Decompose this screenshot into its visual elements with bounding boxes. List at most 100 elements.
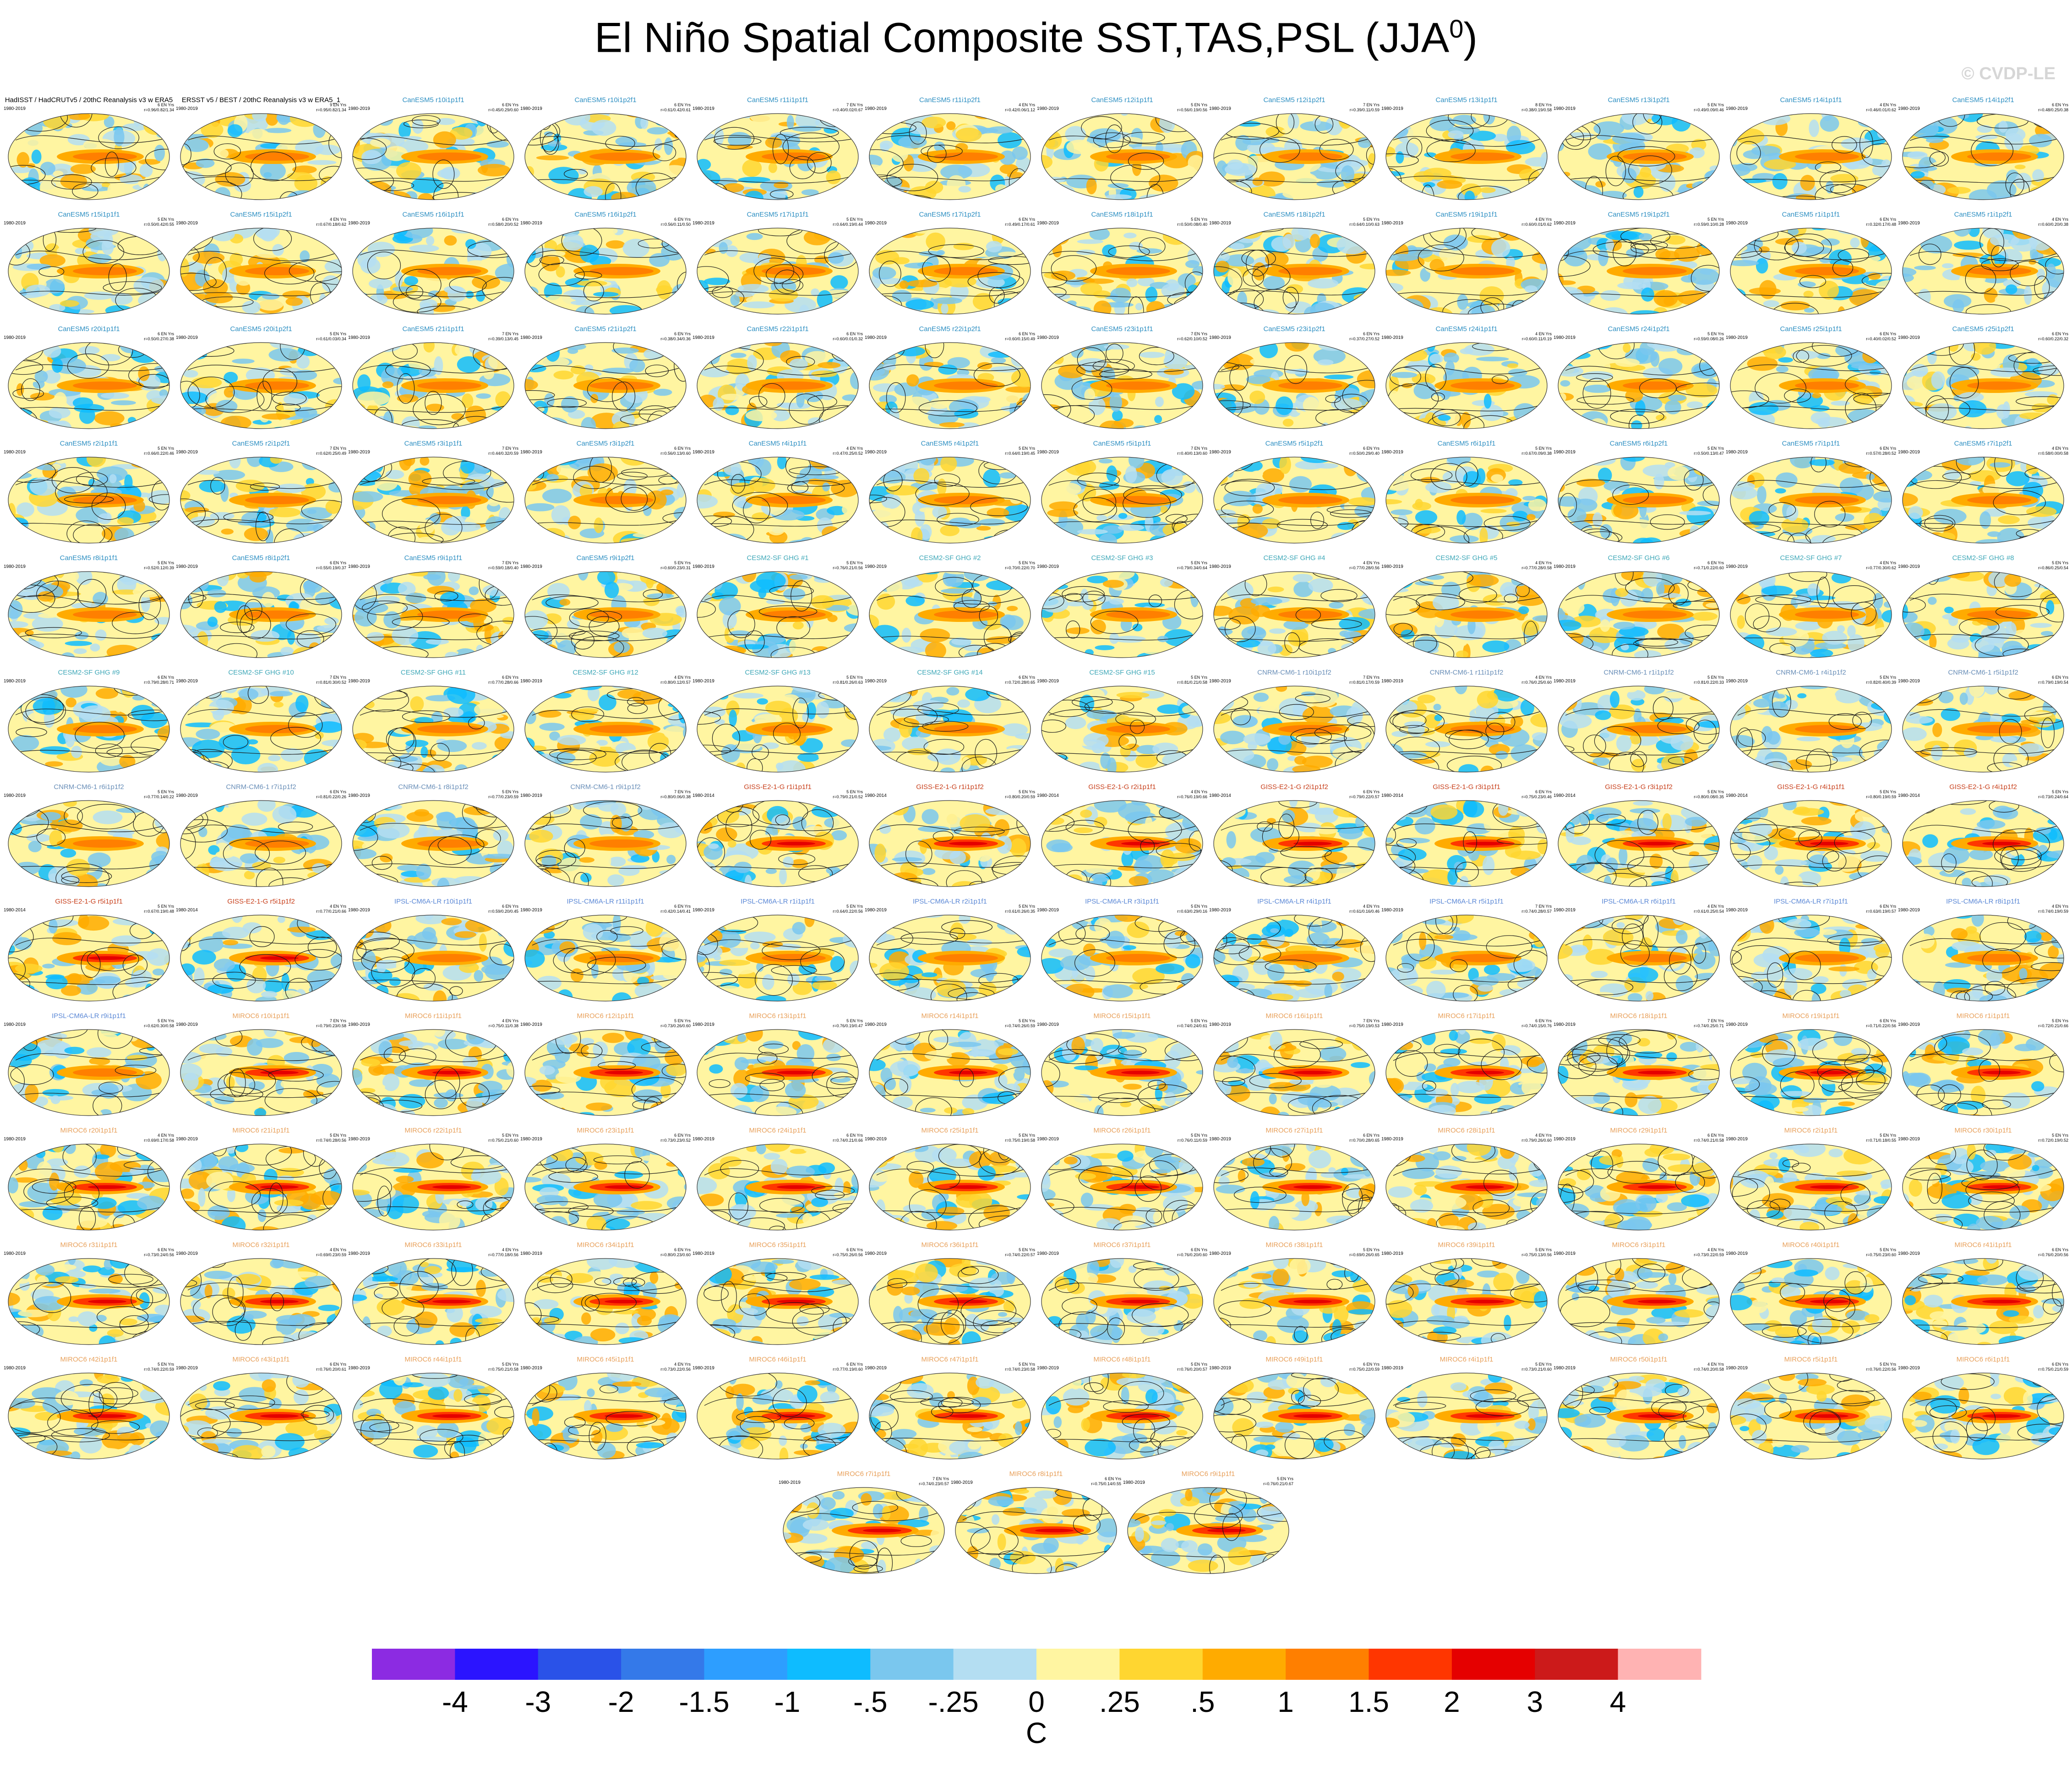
panel-stats: 6 EN Yrs r=0.70/0.28/0.65 xyxy=(1349,1133,1380,1143)
global-map xyxy=(1730,571,1892,658)
panel-period: 1980-2019 xyxy=(1726,1137,1748,1142)
map-panel: IPSL-CM6A-LR r9i1p1f1 1980-2019 5 EN Yrs r… xyxy=(3,1012,175,1127)
global-map xyxy=(1558,1258,1720,1345)
map-panel: MIROC6 r4i1p1f1 1980-2019 5 EN Yrs r=0.73/… xyxy=(1380,1356,1553,1470)
panel-title: CanESM5 r24i1p1f1 xyxy=(1435,325,1498,333)
panel-stats: 6 EN Yrs r=0.37/0.27/0.52 xyxy=(1349,332,1380,341)
panel-title: CNRM-CM6-1 r7i1p1f2 xyxy=(226,783,296,791)
panel-period: 1980-2019 xyxy=(1381,1251,1403,1256)
panel-stats: 4 EN Yrs r=0.46/0.01/0.62 xyxy=(1866,103,1896,112)
map-panel: MIROC6 r35i1p1f1 1980-2019 6 EN Yrs r=0.75… xyxy=(692,1241,864,1356)
panel-title: GISS-E2-1-G r4i1p1f2 xyxy=(1949,783,2017,791)
panel-stats: 5 EN Yrs r=0.63/0.29/0.16 xyxy=(1177,904,1207,914)
colorbar-tick-label: 3 xyxy=(1527,1685,1543,1718)
map-panel: MIROC6 r42i1p1f1 1980-2019 5 EN Yrs r=0.74… xyxy=(3,1356,175,1470)
panel-title: CanESM5 r21i1p2f1 xyxy=(574,325,637,333)
global-map xyxy=(1041,1258,1203,1345)
panel-title: CESM2-SF GHG #2 xyxy=(919,554,981,562)
panel-period: 1980-2019 xyxy=(1381,450,1403,455)
panel-period: 1980-2019 xyxy=(1209,335,1231,340)
panel-stats: 4 EN Yrs r=0.61/0.25/0.54 xyxy=(1694,904,1724,914)
global-map xyxy=(1730,457,1892,544)
panel-period: 1980-2019 xyxy=(1726,1022,1748,1027)
global-map xyxy=(8,1144,170,1231)
global-map xyxy=(783,1487,945,1574)
panel-title: IPSL-CM6A-LR r10i1p1f1 xyxy=(394,898,473,905)
map-panel: MIROC6 r41i1p1f1 1980-2019 6 EN Yrs r=0.76… xyxy=(1897,1241,2069,1356)
panel-title: CanESM5 r5i1p2f1 xyxy=(1265,440,1324,447)
panel-period: 1980-2019 xyxy=(1554,679,1576,684)
map-panel: CESM2-SF GHG #13 1980-2019 5 EN Yrs r=0.81… xyxy=(692,669,864,783)
panel-title: MIROC6 r32i1p1f1 xyxy=(232,1241,290,1249)
panel-title: ERSST v5 / BEST / 20thC Reanalysis v3 w … xyxy=(181,96,341,104)
global-map xyxy=(1127,1487,1289,1574)
panel-period: 1980-2019 xyxy=(348,1137,370,1142)
panel-stats: 6 EN Yrs r=0.76/0.20/0.60 xyxy=(1177,1247,1207,1257)
panel-period: 1980-2019 xyxy=(1381,908,1403,913)
panel-title: MIROC6 r11i1p1f1 xyxy=(405,1012,462,1020)
panel-stats: 6 EN Yrs r=0.74/0.21/0.66 xyxy=(833,1133,863,1143)
panel-period: 1980-2014 xyxy=(692,793,714,798)
global-map xyxy=(8,686,170,773)
panel-title: CanESM5 r13i1p2f1 xyxy=(1608,96,1670,104)
global-map xyxy=(1730,228,1892,315)
panel-period: 1980-2019 xyxy=(1037,221,1059,226)
panel-period: 1980-2019 xyxy=(520,106,542,111)
map-panel: CNRM-CM6-1 r10i1p1f2 1980-2019 7 EN Yrs r=… xyxy=(1208,669,1380,783)
panel-title: CanESM5 r9i1p1f1 xyxy=(404,554,463,562)
global-map xyxy=(180,915,342,1002)
panel-period: 1980-2019 xyxy=(1554,908,1576,913)
map-panel: GISS-E2-1-G r5i1p1f1 1980-2014 5 EN Yrs r=… xyxy=(3,898,175,1012)
panel-title: CanESM5 r3i1p2f1 xyxy=(576,440,635,447)
panel-period: 1980-2019 xyxy=(1898,335,1920,340)
global-map xyxy=(869,800,1031,887)
panel-title: CanESM5 r14i1p1f1 xyxy=(1780,96,1842,104)
panel-period: 1980-2019 xyxy=(348,908,370,913)
panel-period: 1980-2019 xyxy=(692,908,714,913)
panel-title: CanESM5 r11i1p1f1 xyxy=(747,96,808,104)
panel-title: GISS-E2-1-G r5i1p1f2 xyxy=(227,898,295,905)
panel-title: CESM2-SF GHG #11 xyxy=(400,669,466,676)
panel-stats: 7 EN Yrs r=0.39/0.11/0.59 xyxy=(1349,103,1380,112)
panel-period: 1980-2019 xyxy=(1898,908,1920,913)
colorbar-swatch xyxy=(1036,1649,1120,1680)
panel-period: 1980-2014 xyxy=(1554,793,1576,798)
panel-period: 1980-2019 xyxy=(1037,106,1059,111)
map-panel: MIROC6 r13i1p1f1 1980-2019 5 EN Yrs r=0.76… xyxy=(692,1012,864,1127)
map-panel: ERSST v5 / BEST / 20thC Reanalysis v3 w … xyxy=(175,96,347,211)
panel-title: CanESM5 r23i1p1f1 xyxy=(1091,325,1153,333)
global-map xyxy=(524,228,687,315)
map-panel: CNRM-CM6-1 r4i1p1f2 1980-2019 5 EN Yrs r=0… xyxy=(1725,669,1897,783)
map-panel: MIROC6 r17i1p1f1 1980-2019 6 EN Yrs r=0.74… xyxy=(1380,1012,1553,1127)
panel-stats: 7 EN Yrs r=0.81/0.30/0.52 xyxy=(316,675,346,685)
global-map xyxy=(1558,800,1720,887)
panel-title: CESM2-SF GHG #15 xyxy=(1089,669,1155,676)
map-panel: CanESM5 r11i1p1f1 1980-2019 7 EN Yrs r=0.4… xyxy=(692,96,864,211)
panel-period: 1980-2019 xyxy=(1898,1251,1920,1256)
global-map xyxy=(1041,457,1203,544)
panel-stats: 5 EN Yrs r=0.74/0.26/0.59 xyxy=(1005,1019,1035,1028)
panel-title: GISS-E2-1-G r2i1p1f1 xyxy=(1088,783,1156,791)
global-map xyxy=(1902,1258,2064,1345)
panel-period: 1980-2019 xyxy=(1209,908,1231,913)
map-panel: CanESM5 r2i1p2f1 1980-2019 7 EN Yrs r=0.62… xyxy=(175,440,347,554)
panel-period: 1980-2019 xyxy=(348,106,370,111)
panel-stats: 5 EN Yrs r=0.66/0.22/0.46 xyxy=(144,446,174,456)
panel-stats: 5 EN Yrs r=0.73/0.26/0.60 xyxy=(660,1019,691,1028)
panel-stats: 6 EN Yrs r=0.79/0.22/0.57 xyxy=(1349,790,1380,799)
panel-stats: 7 EN Yrs r=0.74/0.25/0.71 xyxy=(1694,1019,1724,1028)
panel-title: IPSL-CM6A-LR r1i1p1f1 xyxy=(741,898,815,905)
map-panel: MIROC6 r25i1p1f1 1980-2019 5 EN Yrs r=0.75… xyxy=(864,1127,1036,1241)
panel-title: MIROC6 r9i1p1f1 xyxy=(1181,1470,1235,1478)
panel-period: 1980-2019 xyxy=(520,1137,542,1142)
panel-title: CanESM5 r10i1p1f1 xyxy=(402,96,464,104)
panel-title: MIROC6 r13i1p1f1 xyxy=(749,1012,807,1020)
map-panel: MIROC6 r15i1p1f1 1980-2019 5 EN Yrs r=0.74… xyxy=(1036,1012,1208,1127)
global-map xyxy=(955,1487,1117,1574)
panel-period: 1980-2019 xyxy=(176,335,198,340)
panel-title: CanESM5 r25i1p1f1 xyxy=(1780,325,1842,333)
panel-period: 1980-2019 xyxy=(1726,908,1748,913)
panel-title: CESM2-SF GHG #9 xyxy=(58,669,120,676)
panel-period: 1980-2019 xyxy=(1554,1251,1576,1256)
panel-period: 1980-2019 xyxy=(1898,679,1920,684)
